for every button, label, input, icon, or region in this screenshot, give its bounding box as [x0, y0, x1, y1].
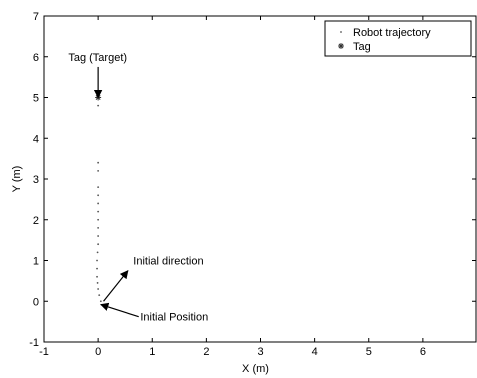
- trajectory-point: [97, 202, 100, 205]
- trajectory-point: [97, 161, 100, 164]
- legend: Robot trajectory Tag: [324, 20, 472, 57]
- y-axis-label: Y (m): [11, 166, 23, 193]
- trajectory-point: [96, 267, 98, 270]
- y-tick-label: 4: [33, 133, 39, 145]
- trajectory-point: [97, 169, 100, 172]
- legend-box: [324, 20, 472, 57]
- trajectory-point: [97, 218, 100, 221]
- trajectory-point: [98, 294, 101, 297]
- series-robot-trajectory: [96, 96, 102, 303]
- x-tick-label: -1: [39, 346, 49, 358]
- annotation-arrow: [103, 270, 129, 302]
- x-tick-label: 0: [95, 346, 101, 358]
- x-axis-label: X (m): [242, 363, 269, 375]
- y-tick-label: 2: [33, 215, 39, 227]
- y-axis-ticks: -1 0 1 2 3 4 5 6 7: [29, 11, 476, 349]
- y-tick-label: 6: [33, 52, 39, 64]
- trajectory-point: [99, 300, 102, 303]
- y-tick-label: 0: [33, 296, 39, 308]
- trajectory-point: [97, 243, 100, 246]
- x-tick-label: 3: [257, 346, 263, 358]
- annotation-label: Tag (Target): [68, 52, 127, 64]
- y-tick-label: -1: [29, 337, 39, 349]
- x-tick-label: 1: [149, 346, 155, 358]
- legend-marker: [338, 43, 344, 49]
- trajectory-point: [96, 282, 99, 284]
- trajectory-point: [97, 194, 100, 197]
- legend-marker: [340, 31, 342, 33]
- y-tick-label: 1: [33, 256, 39, 268]
- legend-label: Tag: [353, 41, 371, 53]
- y-tick-label: 5: [33, 93, 39, 105]
- annotation-layer: Tag (Target) Initial direction Initial Pos…: [68, 52, 208, 324]
- plot-area: [43, 15, 477, 343]
- trajectory-point: [97, 210, 100, 213]
- trajectory-point: [97, 235, 100, 237]
- trajectory-point: [97, 288, 100, 290]
- trajectory-point: [96, 259, 98, 262]
- trajectory-point: [96, 275, 98, 278]
- x-tick-label: 2: [203, 346, 209, 358]
- trajectory-point: [96, 251, 99, 254]
- legend-label: Robot trajectory: [353, 27, 431, 39]
- annotation-label: Initial direction: [133, 256, 203, 268]
- trajectory-point: [97, 186, 100, 189]
- series-layer: [95, 94, 102, 303]
- trajectory-point: [97, 104, 100, 107]
- annotation-label: Initial Position: [140, 312, 208, 324]
- x-axis-ticks: -1 0 1 2 3 4 5 6: [39, 16, 426, 358]
- x-tick-label: 4: [312, 346, 318, 358]
- plot-border: [43, 15, 477, 343]
- y-tick-label: 7: [33, 11, 39, 23]
- annotation-arrow: [100, 302, 139, 318]
- x-tick-label: 5: [366, 346, 372, 358]
- y-tick-label: 3: [33, 174, 39, 186]
- trajectory-point: [97, 227, 100, 229]
- x-tick-label: 6: [420, 346, 426, 358]
